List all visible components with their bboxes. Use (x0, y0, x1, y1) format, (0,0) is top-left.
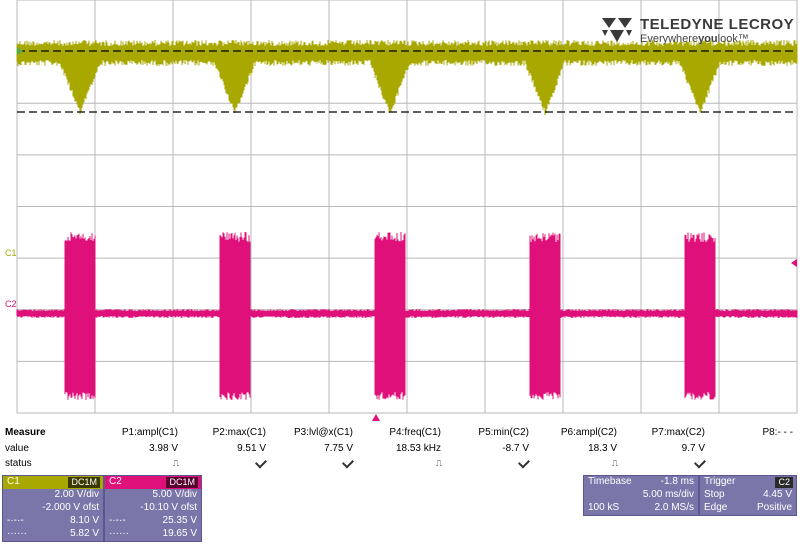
status-check-icon (615, 456, 707, 469)
timebase-delay: -1.8 ms (660, 476, 694, 487)
measure-title: Measure (5, 427, 46, 438)
brand-tagline: Everywhereyoulook™ (640, 33, 749, 45)
param-name[interactable]: P1:ampl(C1) (121, 427, 178, 438)
trigger-title: Trigger (704, 476, 736, 487)
param-value: 18.3 V (588, 443, 617, 454)
param-value: 9.7 V (681, 443, 705, 454)
teledyne-lecroy-logo: TELEDYNE LECROY Everywhereyoulook™ (600, 14, 794, 48)
status-label: status (5, 458, 32, 469)
c1-box-title: C1 (7, 476, 20, 487)
trigger-box[interactable]: Trigger C2 Stop 4.45 V Edge Positive (699, 475, 797, 516)
c1-offset-marker (17, 47, 23, 55)
param-value: 18.53 kHz (395, 443, 441, 454)
status-pulse-icon: ⎍ (435, 458, 442, 468)
param-name[interactable]: P3:lvl@x(C1) (293, 427, 353, 438)
c1-cursor1-value: 8.10 V (70, 515, 99, 526)
c2-coupling-badge: DC1M (166, 477, 198, 488)
param-name[interactable]: P2:max(C1) (212, 427, 266, 438)
measure-table: Measure P1:ampl(C1) P2:max(C1) P3:lvl@x(… (0, 427, 800, 473)
trigger-position-marker (372, 414, 380, 421)
timebase-tdiv: 5.00 ms/div (642, 489, 694, 500)
timebase-title: Timebase (588, 476, 632, 487)
brand-name: TELEDYNE LECROY (640, 16, 795, 33)
c1-offset: -2.000 V ofst (42, 502, 99, 513)
c1-descriptor-box[interactable]: C1 DC1M 2.00 V/div -2.000 V ofst -·-·- 8.… (2, 475, 104, 542)
trigger-level: 4.45 V (763, 489, 792, 500)
c2-waveform-trace (16, 232, 798, 400)
trigger-type: Edge (704, 502, 728, 513)
timebase-box[interactable]: Timebase -1.8 ms 5.00 ms/div 100 kS 2.0 MS… (583, 475, 699, 516)
timebase-rate: 2.0 MS/s (654, 502, 694, 513)
param-value: 3.98 V (149, 443, 178, 454)
c2-descriptor-box[interactable]: C2 DC1M 5.00 V/div -10.10 V ofst -·-·- 25… (104, 475, 202, 542)
waveform-display[interactable] (0, 0, 800, 427)
param-value: -8.7 V (502, 443, 529, 454)
param-value: 7.75 V (324, 443, 353, 454)
cursor2-dot-icon: ······ (7, 528, 27, 539)
c2-cursor1-value: 25.35 V (162, 515, 197, 526)
measure-value-row: value 3.98 V 9.51 V 7.75 V 18.53 kHz -8.… (0, 443, 800, 458)
value-label: value (5, 443, 29, 454)
c1-coupling-badge: DC1M (68, 477, 100, 488)
param-name[interactable]: P7:max(C2) (651, 427, 705, 438)
status-pulse-icon: ⎍ (611, 458, 618, 468)
c1-ground-marker[interactable]: C1 (5, 248, 17, 258)
c1-vdiv: 2.00 V/div (54, 489, 99, 500)
c2-vdiv: 5.00 V/div (152, 489, 197, 500)
param-name[interactable]: P6:ampl(C2) (560, 427, 617, 438)
status-pulse-icon: ⎍ (172, 458, 179, 468)
c2-box-title: C2 (109, 476, 122, 487)
trigger-source-badge: C2 (775, 477, 793, 488)
c2-cursor2-value: 19.65 V (162, 528, 197, 539)
cursor1-dash-icon: -·-·- (7, 515, 24, 526)
cursor2-dot-icon: ······ (109, 528, 129, 539)
param-name[interactable]: P8:- - - (762, 427, 793, 438)
status-check-icon (176, 456, 268, 469)
lecroy-logo-icon (602, 18, 632, 42)
c1-box-header: C1 DC1M (3, 476, 103, 489)
param-name[interactable]: P5:min(C2) (478, 427, 529, 438)
status-check-icon (439, 456, 531, 469)
c1-cursor2-value: 5.82 V (70, 528, 99, 539)
status-check-icon (263, 456, 355, 469)
trigger-mode: Stop (704, 489, 725, 500)
waveform-grid (16, 0, 798, 421)
param-value: 9.51 V (237, 443, 266, 454)
c2-ground-marker[interactable]: C2 (5, 299, 17, 309)
cursor1-dash-icon: -·-·- (109, 515, 126, 526)
trigger-slope: Positive (756, 502, 792, 513)
timebase-samples: 100 kS (588, 502, 620, 513)
c2-box-header: C2 DC1M (105, 476, 201, 489)
c2-offset: -10.10 V ofst (140, 502, 197, 513)
param-name[interactable]: P4:freq(C1) (389, 427, 441, 438)
measure-status-row: status ⎍ ⎍ ⎍ (0, 456, 800, 473)
measure-header-row: Measure P1:ampl(C1) P2:max(C1) P3:lvl@x(… (0, 427, 800, 442)
trigger-level-marker (791, 259, 797, 267)
